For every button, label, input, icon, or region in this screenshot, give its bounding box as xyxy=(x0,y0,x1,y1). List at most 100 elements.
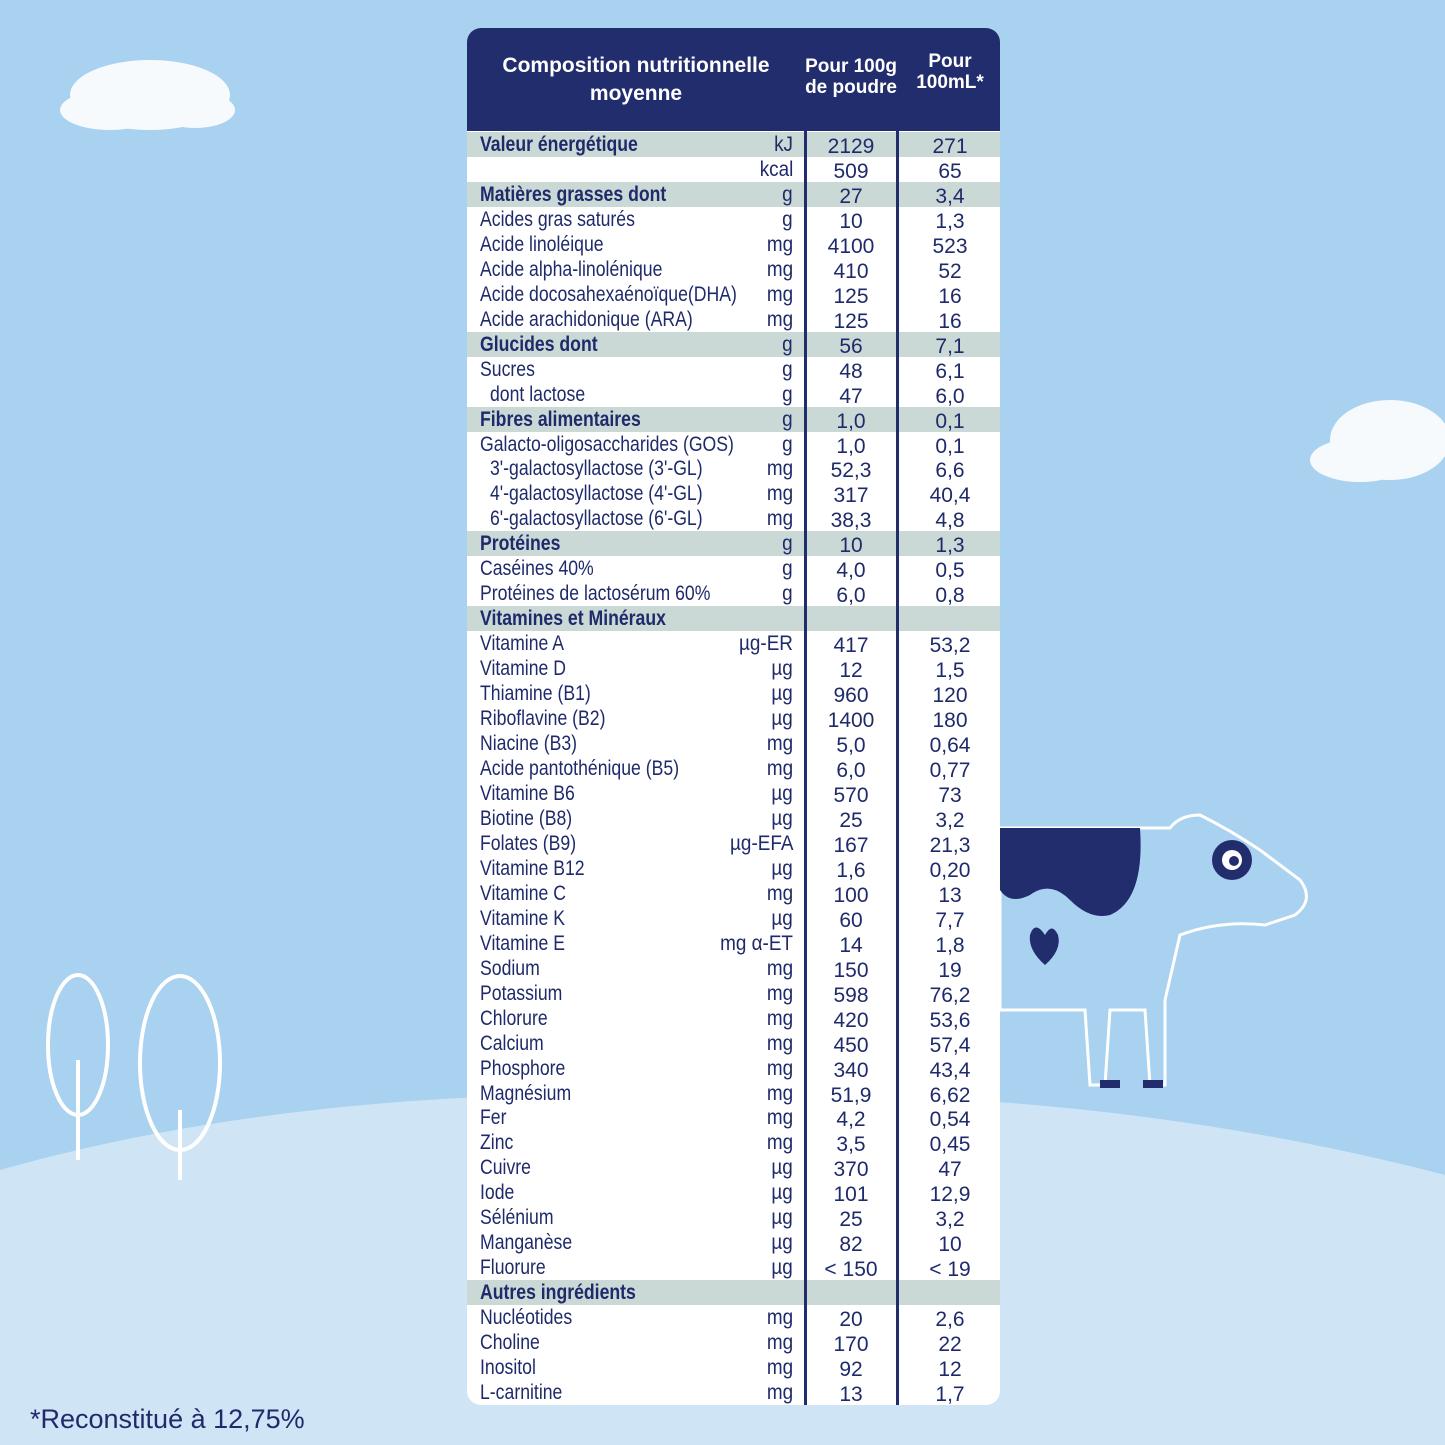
unit: g xyxy=(782,382,793,406)
unit: g xyxy=(782,532,793,556)
value-100ml: 271 xyxy=(932,135,968,158)
row-label: Vitamine E xyxy=(480,931,565,955)
row-label: Acide arachidonique (ARA) xyxy=(480,307,693,331)
unit: mg xyxy=(766,1131,793,1155)
table-row: Nucléotides mg 20 2,6 xyxy=(467,1305,1000,1331)
unit: mg xyxy=(766,881,793,905)
unit: µg xyxy=(771,856,793,880)
value-100g: 12 xyxy=(839,659,863,683)
table-row: Iode µg 101 12,9 xyxy=(467,1180,1000,1207)
value-100ml: 73 xyxy=(938,783,962,807)
unit: mg xyxy=(766,956,793,980)
column-divider xyxy=(804,131,807,1405)
value-100ml: 76,2 xyxy=(929,983,971,1007)
value-100ml: 53,2 xyxy=(929,634,971,658)
unit: mg xyxy=(766,1381,793,1405)
value-100ml: 0,45 xyxy=(929,1133,971,1157)
row-label: Caséines 40% xyxy=(480,557,594,581)
table-row: Acide arachidonique (ARA) mg 125 16 xyxy=(467,307,1000,333)
value-100g: 170 xyxy=(833,1333,869,1357)
table-row: Inositol mg 92 12 xyxy=(467,1355,1000,1381)
value-100ml: 0,77 xyxy=(929,759,971,783)
value-100ml: 22 xyxy=(938,1333,962,1357)
row-label: Glucides dont xyxy=(480,332,598,356)
table-row: Acides gras saturés g 10 1,3 xyxy=(467,207,1000,233)
table-row: Choline mg 170 22 xyxy=(467,1330,1000,1357)
table-row: Sélénium µg 25 3,2 xyxy=(467,1205,1000,1232)
value-100g: 51,9 xyxy=(830,1083,872,1107)
value-100g: 1,6 xyxy=(836,858,866,882)
unit: µg xyxy=(771,707,793,731)
value-100g: 5,0 xyxy=(836,734,866,758)
value-100g: 167 xyxy=(833,833,869,857)
row-label: Fer xyxy=(480,1106,507,1130)
value-100ml: 1,7 xyxy=(935,1383,965,1405)
unit: mg xyxy=(766,1356,793,1380)
value-100g: 125 xyxy=(833,309,869,333)
table-row: Niacine (B3) mg 5,0 0,64 xyxy=(467,731,1000,758)
value-100ml: 523 xyxy=(932,234,968,258)
table-row: Acide linoléique mg 4100 523 xyxy=(467,232,1000,258)
table-row: Vitamine K µg 60 7,7 xyxy=(467,906,1000,932)
unit: mg xyxy=(766,282,793,306)
unit: µg xyxy=(771,781,793,805)
table-row: Fer mg 4,2 0,54 xyxy=(467,1105,1000,1132)
value-100g: 417 xyxy=(833,634,869,658)
value-100g: 509 xyxy=(833,159,869,183)
unit: g xyxy=(782,357,793,381)
value-100g: 56 xyxy=(839,334,863,358)
row-label: Sucres xyxy=(480,357,535,381)
row-label: 6'-galactosyllactose (6'-GL) xyxy=(490,507,703,531)
row-label: Vitamine K xyxy=(480,906,565,930)
section-row: Fibres alimentaires g 1,0 0,1 xyxy=(467,406,1000,433)
value-100ml: 21,3 xyxy=(929,833,971,857)
value-100g: 13 xyxy=(839,1383,863,1405)
value-100g: 370 xyxy=(833,1158,869,1182)
value-100g: 1,0 xyxy=(836,434,866,458)
table-row: 6'-galactosyllactose (6'-GL) mg 38,3 4,8 xyxy=(467,506,1000,532)
unit: mg xyxy=(766,732,793,756)
unit: µg-ER xyxy=(739,632,793,656)
unit: g xyxy=(782,332,793,356)
value-100g: 6,0 xyxy=(836,759,866,783)
row-label: Vitamines et Minéraux xyxy=(480,607,666,631)
nutrition-table: Composition nutritionnelle moyenne Pour … xyxy=(467,28,1000,1405)
unit: g xyxy=(782,557,793,581)
table-row: Caséines 40% g 4,0 0,5 xyxy=(467,556,1000,582)
row-label: Vitamine D xyxy=(480,657,566,681)
unit: mg xyxy=(766,1106,793,1130)
unit: mg xyxy=(766,1031,793,1055)
unit: g xyxy=(782,207,793,231)
row-label: Zinc xyxy=(480,1131,514,1155)
value-100g: 1,0 xyxy=(836,409,866,433)
unit: µg xyxy=(771,1256,793,1280)
value-100ml: 3,2 xyxy=(935,808,965,832)
unit: mg xyxy=(766,1081,793,1105)
table-row: Galacto-oligosaccharides (GOS) g 1,0 0,1 xyxy=(467,432,1000,458)
section-row: Valeur énergétique kJ 2129 271 xyxy=(467,132,1000,158)
value-100g: 100 xyxy=(833,883,869,907)
row-label: Biotine (B8) xyxy=(480,806,573,830)
value-100ml: 57,4 xyxy=(929,1033,971,1057)
row-label: Vitamine B6 xyxy=(480,781,575,805)
value-100g: 101 xyxy=(833,1183,869,1207)
row-label: Galacto-oligosaccharides (GOS) xyxy=(480,432,734,456)
table-row: Chlorure mg 420 53,6 xyxy=(467,1006,1000,1032)
value-100ml: 10 xyxy=(938,1233,962,1257)
value-100ml: 6,1 xyxy=(935,359,965,383)
value-100g: 4,2 xyxy=(836,1108,866,1132)
header-cell: Pour 100mL* xyxy=(916,50,984,93)
row-label: dont lactose xyxy=(490,382,586,406)
row-label: Vitamine A xyxy=(480,632,565,656)
unit: µg xyxy=(771,906,793,930)
value-100g: 960 xyxy=(833,684,869,708)
unit: µg xyxy=(771,1231,793,1255)
value-100ml: 16 xyxy=(938,309,962,333)
table-row: Sucres g 48 6,1 xyxy=(467,357,1000,383)
value-100g: 48 xyxy=(839,359,863,383)
value-100ml: 120 xyxy=(932,684,968,708)
value-100g: 25 xyxy=(839,1208,863,1232)
unit: mg xyxy=(766,981,793,1005)
table-row: dont lactose g 47 6,0 xyxy=(467,382,1000,408)
